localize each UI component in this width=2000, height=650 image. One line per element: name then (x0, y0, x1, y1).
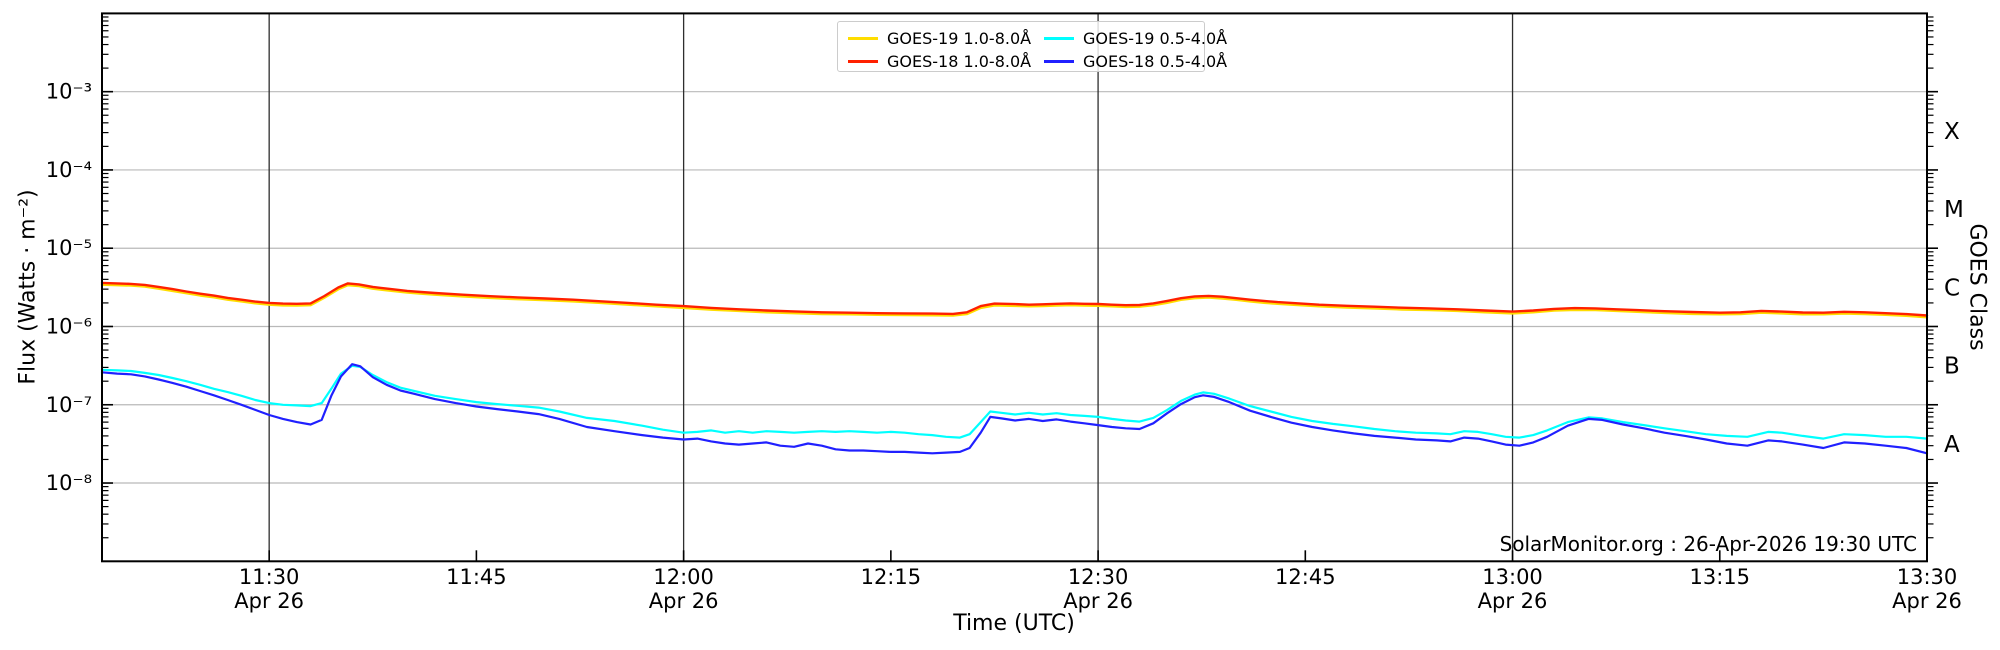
legend-swatch-goes18-long (848, 60, 878, 63)
legend-swatch-goes19-long (848, 37, 878, 40)
x-tick-label-11:45: 11:45 (446, 565, 507, 589)
x-tick-sublabel-13:00: Apr 26 (1478, 589, 1548, 613)
plot-border (101, 12, 1928, 563)
watermark-text: SolarMonitor.org : 26-Apr-2026 19:30 UTC (1499, 532, 1917, 556)
x-tick-sublabel-11:30: Apr 26 (234, 589, 304, 613)
legend-item-goes19-long: GOES-19 1.0-8.0Å (848, 27, 1044, 50)
legend-swatch-goes19-short (1044, 37, 1074, 40)
legend-label-goes18-long: GOES-18 1.0-8.0Å (887, 52, 1032, 71)
goes-class-label-A: A (1944, 432, 1960, 458)
legend-label-goes18-short: GOES-18 0.5-4.0Å (1083, 52, 1228, 71)
curve-goes19-long (100, 283, 1929, 319)
legend-item-goes19-short: GOES-19 0.5-4.0Å (1044, 27, 1227, 50)
goes-class-label-C: C (1944, 275, 1960, 301)
goes-class-label-X: X (1944, 119, 1960, 145)
legend-swatch-goes18-short (1044, 60, 1074, 63)
x-tick-label-13:30: 13:30 (1897, 565, 1958, 589)
x-tick-label-12:15: 12:15 (861, 565, 922, 589)
legend-item-goes18-short: GOES-18 0.5-4.0Å (1044, 50, 1227, 73)
legend-item-goes18-long: GOES-18 1.0-8.0Å (848, 50, 1044, 73)
curve-goes18-long (100, 281, 1929, 317)
legend: GOES-19 1.0-8.0Å GOES-18 1.0-8.0Å GOES-1… (837, 21, 1227, 73)
x-tick-label-12:45: 12:45 (1275, 565, 1336, 589)
x-tick-sublabel-12:00: Apr 26 (649, 589, 719, 613)
x-axis-title: Time (UTC) (953, 611, 1075, 636)
legend-label-goes19-short: GOES-19 0.5-4.0Å (1083, 29, 1228, 48)
x-tick-sublabel-13:30: Apr 26 (1892, 589, 1962, 613)
goes-class-label-M: M (1944, 197, 1964, 223)
x-tick-sublabel-12:30: Apr 26 (1063, 589, 1133, 613)
x-tick-label-11:30: 11:30 (239, 565, 300, 589)
y-tick-label-1e-5: 10⁻⁵ (46, 236, 92, 260)
x-tick-label-12:00: 12:00 (653, 565, 714, 589)
legend-label-goes19-long: GOES-19 1.0-8.0Å (887, 29, 1032, 48)
goes-class-label-B: B (1944, 354, 1960, 380)
x-tick-label-12:30: 12:30 (1068, 565, 1129, 589)
y-axis-title-left: Flux (Watts · m⁻²) (15, 189, 41, 385)
y-axis-title-right: GOES Class (1964, 223, 1990, 351)
y-tick-label-1e-8: 10⁻⁸ (46, 471, 92, 495)
y-tick-label-1e-3: 10⁻³ (46, 80, 92, 104)
y-tick-label-1e-4: 10⁻⁴ (46, 158, 92, 182)
y-tick-label-1e-6: 10⁻⁶ (46, 314, 92, 338)
x-tick-label-13:00: 13:00 (1482, 565, 1543, 589)
x-tick-label-13:15: 13:15 (1690, 565, 1751, 589)
curve-goes18-short (100, 363, 1929, 455)
y-tick-label-1e-7: 10⁻⁷ (46, 393, 92, 417)
